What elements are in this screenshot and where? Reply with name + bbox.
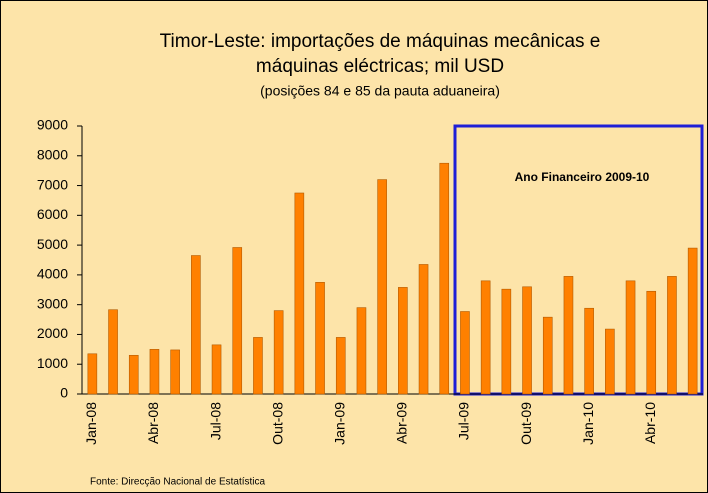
bar [356,307,367,395]
bar [170,349,180,395]
y-tick-label: 1000 [37,355,68,371]
bar [253,337,263,395]
y-tick-label: 3000 [37,295,68,311]
bar [315,282,325,395]
y-tick-label: 6000 [37,206,68,222]
y-tick-label: 4000 [37,266,68,282]
bar [480,280,491,395]
bar [522,286,532,395]
x-tick-label: Abr-10 [642,402,658,444]
bar [232,247,243,395]
bar [211,344,222,395]
x-tick-label: Jan-09 [331,402,347,445]
x-tick-label: Jan-08 [83,402,99,445]
x-tick-label: Jan-10 [580,402,596,445]
bar [605,328,615,395]
x-tick-label: Jul-09 [456,402,472,440]
bar [542,316,553,395]
bar [687,247,698,395]
x-tick-label: Out-09 [518,402,534,445]
y-tick-label: 2000 [37,325,68,341]
y-tick-label: 5000 [37,236,68,252]
bar [87,353,98,395]
y-tick-label: 7000 [37,176,68,192]
bar [128,354,139,395]
bar [273,310,284,395]
bar [294,192,305,395]
bar [646,290,657,395]
bar [191,255,201,395]
chart-subtitle: (posições 84 e 85 da pauta aduaneira) [260,83,500,99]
chart-title-line2: máquinas eléctricas; mil USD [256,56,504,77]
bar [460,311,470,395]
bar [501,288,512,395]
x-tick-label: Abr-09 [394,402,410,444]
bar [398,287,408,395]
bar [625,280,636,395]
bar [439,162,450,395]
bar [377,179,387,395]
y-tick-label: 8000 [37,146,68,162]
x-tick-label: Abr-08 [145,402,161,444]
x-tick-label: Out-08 [269,402,285,445]
bar [149,349,160,395]
chart-title: Timor-Leste: importações de máquinas mec… [160,31,601,52]
x-tick-label: Jul-08 [207,402,223,440]
bar [418,264,429,395]
y-tick-label: 9000 [37,117,68,133]
annotation: Ano Financeiro 2009-10 [515,170,650,184]
source: Fonte: Direcção Nacional de Estatística [90,477,266,488]
bar [335,337,346,395]
bar [563,276,574,395]
y-tick-label: 0 [60,385,68,401]
bar [108,309,118,395]
bar [667,276,677,395]
bar [584,307,594,395]
